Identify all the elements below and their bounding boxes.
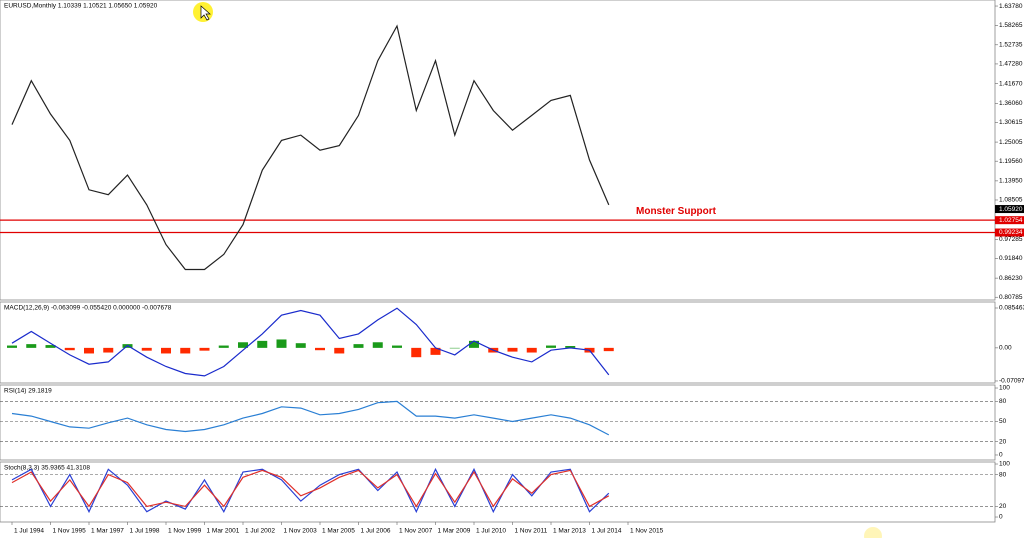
histogram-bar <box>449 347 460 349</box>
histogram-bar <box>199 347 210 351</box>
histogram-bar <box>411 347 422 358</box>
series-line <box>11 400 610 436</box>
last-price-label: 1.05920 <box>999 206 1023 213</box>
level-label-box <box>995 228 1024 237</box>
histogram-bar <box>507 347 518 352</box>
y-tick-label: 0.80785 <box>999 294 1023 301</box>
pane-title: MACD(12,26,9) -0.063099 -0.055420 0.0000… <box>4 305 172 312</box>
pane <box>0 301 996 384</box>
y-tick-label: 0 <box>999 514 1003 521</box>
histogram-bar <box>7 345 17 348</box>
y-tick-label: 80 <box>999 471 1007 478</box>
y-tick-label: 1.58265 <box>999 22 1023 29</box>
x-tick-label: 1 Jul 2006 <box>361 528 391 535</box>
histogram-bar <box>526 347 537 353</box>
series-line <box>11 24 610 271</box>
histogram-bar <box>161 347 171 354</box>
histogram-bar <box>315 347 325 351</box>
histogram-bar <box>276 339 287 348</box>
series-line <box>11 469 610 508</box>
y-tick-label: 20 <box>999 503 1007 510</box>
histogram-bar <box>353 344 364 348</box>
histogram-bar <box>103 347 114 353</box>
x-tick-label: 1 Jul 1998 <box>130 528 160 535</box>
pane-title: RSI(14) 29.1819 <box>4 388 52 395</box>
y-tick-label: 1.47280 <box>999 61 1023 68</box>
level-label: 1.02754 <box>999 217 1023 224</box>
y-tick-label: 0.91840 <box>999 255 1023 262</box>
histogram-bar <box>238 342 248 348</box>
histogram-bar <box>334 347 345 354</box>
y-tick-label: 1.30615 <box>999 119 1023 126</box>
x-tick-label: 1 Mar 2005 <box>322 528 355 535</box>
pane-title: Stoch(8,3,3) 35.9365 41.3108 <box>4 465 90 472</box>
annotation: Monster Support <box>636 206 717 217</box>
cursor <box>200 5 211 21</box>
histogram-bar <box>372 342 383 348</box>
histogram-bar <box>84 347 94 354</box>
y-tick-label: 1.36060 <box>999 100 1023 107</box>
x-tick-label: 1 Nov 2015 <box>630 528 664 535</box>
y-tick-label: 1.08505 <box>999 197 1023 204</box>
histogram-bar <box>603 347 614 352</box>
y-tick-label: 1.52735 <box>999 42 1023 49</box>
y-tick-label: 100 <box>999 461 1010 468</box>
histogram-bar <box>218 345 229 348</box>
x-tick-label: 1 Nov 2003 <box>284 528 318 535</box>
histogram-bar <box>45 345 56 348</box>
x-tick-label: 1 Nov 1999 <box>168 528 202 535</box>
pane <box>0 384 996 461</box>
x-tick-label: 1 Jul 1994 <box>14 528 44 535</box>
x-tick-label: 1 Mar 2001 <box>207 528 240 535</box>
x-tick-label: 1 Nov 1995 <box>53 528 87 535</box>
series-line <box>11 467 610 514</box>
histogram-bar <box>392 345 402 348</box>
y-tick-label: 0 <box>999 452 1003 459</box>
histogram-bar <box>546 345 556 348</box>
x-tick-label: 1 Nov 2011 <box>515 528 548 535</box>
y-tick-label: 80 <box>999 398 1007 405</box>
x-tick-label: 1 Mar 1997 <box>91 528 124 535</box>
y-tick-label: 20 <box>999 438 1007 445</box>
histogram-bar <box>257 340 268 348</box>
histogram-bar <box>565 345 576 348</box>
histogram-bar <box>64 347 75 351</box>
y-tick-label: 50 <box>999 418 1007 425</box>
y-tick-label: 1.41670 <box>999 80 1023 87</box>
x-tick-label: 1 Nov 2007 <box>399 528 433 535</box>
last-price-box <box>995 205 1024 214</box>
y-tick-label: 1.13950 <box>999 178 1023 185</box>
pane <box>0 461 996 523</box>
level-label: 0.99234 <box>999 229 1023 236</box>
x-tick-label: 1 Jul 2002 <box>245 528 275 535</box>
x-tick-label: 1 Mar 2009 <box>438 528 471 535</box>
histogram-bar <box>141 347 152 351</box>
y-tick-label: 0.00 <box>999 345 1012 352</box>
x-tick-label: 1 Jul 2014 <box>592 528 622 535</box>
y-tick-label: 1.25005 <box>999 139 1023 146</box>
y-tick-label: 0.085463 <box>999 305 1024 312</box>
histogram-bar <box>295 343 306 348</box>
y-tick-label: 1.63780 <box>999 3 1023 10</box>
x-tick-label: 1 Mar 2013 <box>553 528 586 535</box>
pane <box>0 0 996 301</box>
y-tick-label: 0.86230 <box>999 275 1023 282</box>
y-tick-label: -0.070973 <box>999 378 1024 385</box>
y-tick-label: 100 <box>999 385 1010 392</box>
x-tick-label: 1 Jul 2010 <box>476 528 506 535</box>
histogram-bar <box>26 344 37 348</box>
pane-title: EURUSD,Monthly 1.10339 1.10521 1.05650 1… <box>4 3 158 10</box>
histogram-bar <box>180 347 191 354</box>
histogram-bar <box>469 340 479 348</box>
series-line <box>11 307 610 377</box>
histogram-bar <box>430 347 441 355</box>
click-highlight <box>864 527 882 538</box>
y-tick-label: 1.19560 <box>999 158 1023 165</box>
level-label-box <box>995 216 1024 225</box>
y-tick-label: 0.97285 <box>999 236 1023 243</box>
